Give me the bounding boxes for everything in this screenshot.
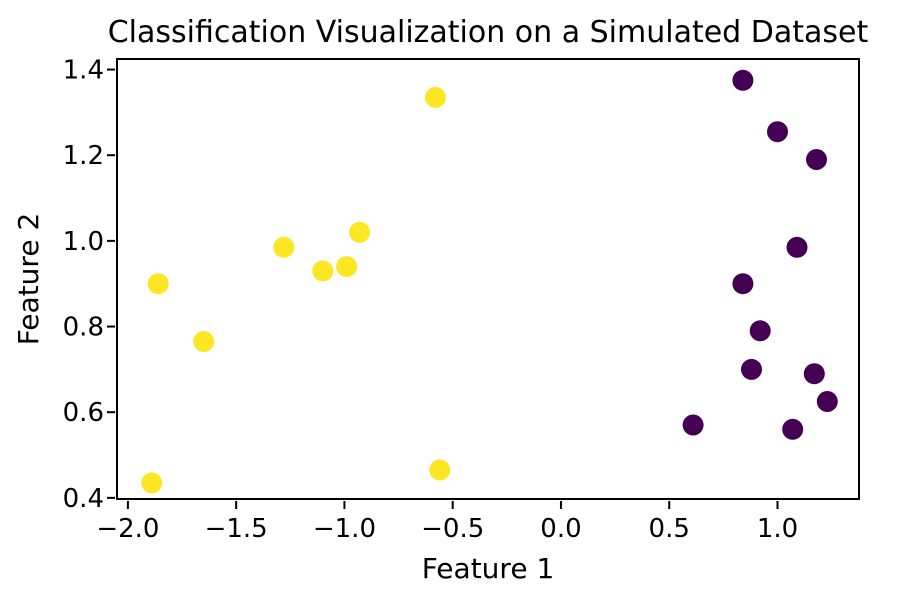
y-axis-tick-labels: 0.4 0.6 0.8 1.0 1.2 1.4 bbox=[63, 56, 104, 514]
x-tick-label: 0.0 bbox=[540, 514, 581, 544]
data-point-class-1-yellow bbox=[193, 331, 215, 352]
x-tick-label: −1.0 bbox=[313, 514, 376, 544]
y-tick-label: 0.4 bbox=[63, 484, 104, 514]
x-tick-label: −0.5 bbox=[421, 514, 484, 544]
y-tick-label: 1.4 bbox=[63, 56, 104, 86]
data-point-class-0-purple bbox=[806, 149, 827, 170]
data-point-class-0-purple bbox=[782, 418, 804, 440]
data-point-class-0-purple bbox=[803, 363, 825, 385]
data-point-class-1-yellow bbox=[312, 260, 334, 282]
data-point-class-0-purple bbox=[767, 121, 788, 143]
data-point-class-0-purple bbox=[741, 358, 762, 380]
data-point-class-1-yellow bbox=[147, 273, 169, 295]
y-tick-label: 0.6 bbox=[63, 398, 104, 428]
y-tick-label: 1.0 bbox=[63, 227, 104, 257]
data-point-class-0-purple bbox=[786, 236, 808, 258]
x-axis-label: Feature 1 bbox=[422, 552, 555, 585]
data-point-class-1-yellow bbox=[336, 256, 358, 278]
y-tick-label: 0.8 bbox=[63, 313, 104, 343]
x-tick-label: −1.5 bbox=[205, 514, 268, 544]
x-axis-ticks bbox=[126, 501, 779, 509]
chart-title: Classification Visualization on a Simula… bbox=[108, 15, 869, 50]
data-points bbox=[141, 69, 838, 494]
data-point-class-0-purple bbox=[732, 69, 754, 91]
y-axis-label: Feature 2 bbox=[12, 213, 45, 346]
data-point-class-0-purple bbox=[749, 320, 771, 342]
x-tick-label: 1.0 bbox=[757, 514, 798, 544]
data-point-class-0-purple bbox=[816, 391, 838, 412]
data-point-class-0-purple bbox=[682, 414, 704, 436]
data-point-class-1-yellow bbox=[141, 472, 163, 494]
data-point-class-1-yellow bbox=[349, 221, 371, 243]
x-tick-label: −2.0 bbox=[96, 514, 159, 544]
x-tick-label: 0.5 bbox=[649, 514, 690, 544]
x-axis-tick-labels: −2.0 −1.5 −1.0 −0.5 0.0 0.5 1.0 bbox=[96, 514, 798, 544]
data-point-class-1-yellow bbox=[429, 459, 451, 481]
data-point-class-1-yellow bbox=[273, 236, 295, 258]
data-point-class-1-yellow bbox=[424, 86, 446, 108]
plot-area bbox=[116, 58, 860, 500]
y-tick-label: 1.2 bbox=[63, 141, 104, 171]
y-axis-ticks bbox=[107, 68, 115, 499]
data-point-class-0-purple bbox=[732, 273, 754, 295]
